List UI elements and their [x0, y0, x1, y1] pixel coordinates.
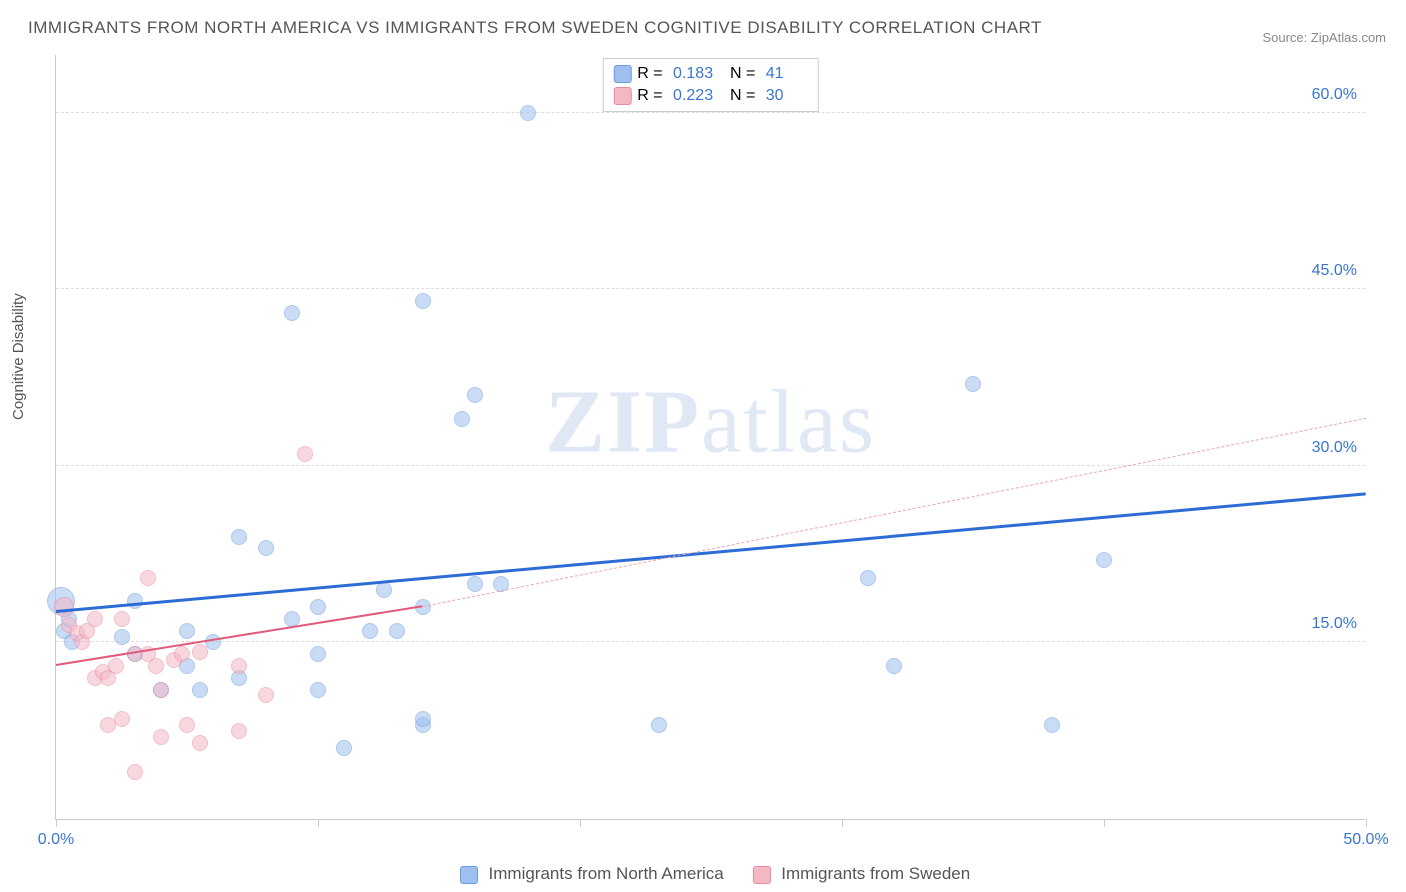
series-legend: Immigrants from North America Immigrants…	[0, 864, 1406, 884]
legend-r-label: R =	[637, 87, 667, 105]
x-tick-label: 50.0%	[1343, 831, 1388, 849]
legend-row-series2: R = 0.223 N = 30	[613, 85, 807, 107]
scatter-point	[87, 611, 103, 627]
scatter-point	[192, 682, 208, 698]
scatter-point	[454, 411, 470, 427]
swatch-icon	[753, 866, 771, 884]
legend-n-label: N =	[721, 65, 760, 83]
legend-n-value: 41	[766, 65, 808, 83]
chart-title: IMMIGRANTS FROM NORTH AMERICA VS IMMIGRA…	[28, 18, 1042, 38]
scatter-point	[336, 740, 352, 756]
scatter-point	[258, 687, 274, 703]
y-axis-label: Cognitive Disability	[10, 293, 27, 420]
scatter-point	[284, 305, 300, 321]
watermark: ZIPatlas	[545, 370, 876, 473]
gridline	[56, 288, 1365, 289]
x-tick	[1104, 819, 1105, 827]
trend-line	[56, 492, 1366, 613]
scatter-point	[127, 593, 143, 609]
legend-n-value: 30	[766, 87, 808, 105]
legend-series2-label: Immigrants from Sweden	[781, 864, 970, 883]
swatch-icon	[613, 87, 631, 105]
scatter-point	[415, 293, 431, 309]
scatter-point	[153, 729, 169, 745]
scatter-point	[231, 658, 247, 674]
gridline	[56, 465, 1365, 466]
legend-r-label: R =	[637, 65, 667, 83]
legend-row-series1: R = 0.183 N = 41	[613, 63, 807, 85]
scatter-point	[174, 646, 190, 662]
scatter-chart: ZIPatlas R = 0.183 N = 41 R = 0.223 N = …	[55, 55, 1365, 820]
scatter-point	[140, 570, 156, 586]
x-tick	[580, 819, 581, 827]
scatter-point	[297, 446, 313, 462]
scatter-point	[192, 644, 208, 660]
scatter-point	[1096, 552, 1112, 568]
gridline	[56, 112, 1365, 113]
scatter-point	[415, 711, 431, 727]
scatter-point	[54, 597, 74, 617]
scatter-point	[231, 723, 247, 739]
scatter-point	[192, 735, 208, 751]
legend-n-label: N =	[721, 87, 760, 105]
scatter-point	[467, 576, 483, 592]
y-tick-label: 30.0%	[1312, 439, 1357, 457]
scatter-point	[389, 623, 405, 639]
legend-r-value: 0.223	[673, 87, 715, 105]
scatter-point	[362, 623, 378, 639]
scatter-point	[231, 529, 247, 545]
gridline	[56, 641, 1365, 642]
swatch-icon	[613, 65, 631, 83]
scatter-point	[651, 717, 667, 733]
y-tick-label: 45.0%	[1312, 262, 1357, 280]
scatter-point	[179, 717, 195, 733]
scatter-point	[860, 570, 876, 586]
correlation-legend: R = 0.183 N = 41 R = 0.223 N = 30	[602, 58, 818, 112]
scatter-point	[108, 658, 124, 674]
scatter-point	[310, 599, 326, 615]
scatter-point	[886, 658, 902, 674]
scatter-point	[1044, 717, 1060, 733]
source-attribution: Source: ZipAtlas.com	[1262, 30, 1386, 45]
x-tick	[842, 819, 843, 827]
scatter-point	[114, 629, 130, 645]
x-tick	[318, 819, 319, 827]
scatter-point	[127, 764, 143, 780]
x-tick	[1366, 819, 1367, 827]
scatter-point	[114, 611, 130, 627]
legend-series1-label: Immigrants from North America	[489, 864, 724, 883]
trend-line	[423, 418, 1366, 607]
scatter-point	[114, 711, 130, 727]
scatter-point	[310, 682, 326, 698]
scatter-point	[310, 646, 326, 662]
scatter-point	[153, 682, 169, 698]
scatter-point	[179, 623, 195, 639]
swatch-icon	[460, 866, 478, 884]
scatter-point	[258, 540, 274, 556]
y-tick-label: 60.0%	[1312, 86, 1357, 104]
scatter-point	[148, 658, 164, 674]
x-tick-label: 0.0%	[38, 831, 74, 849]
scatter-point	[965, 376, 981, 392]
legend-r-value: 0.183	[673, 65, 715, 83]
x-tick	[56, 819, 57, 827]
scatter-point	[520, 105, 536, 121]
y-tick-label: 15.0%	[1312, 615, 1357, 633]
scatter-point	[467, 387, 483, 403]
